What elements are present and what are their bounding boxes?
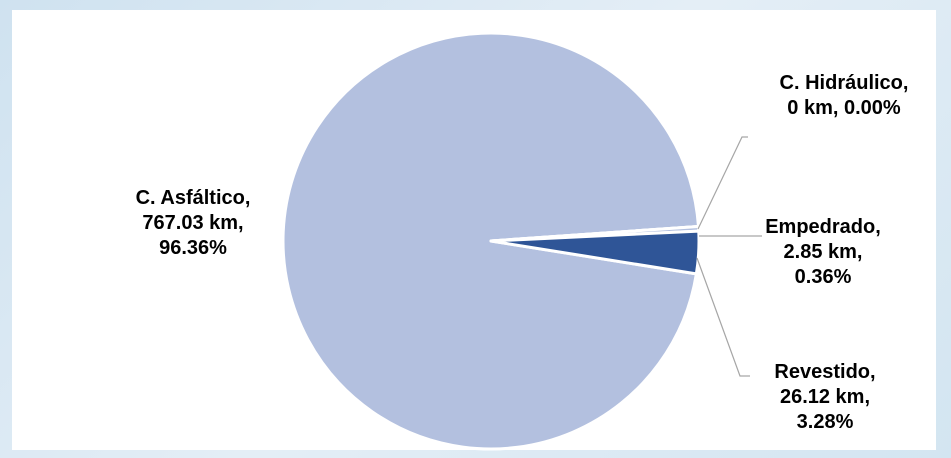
leader-line-revestido (696, 257, 750, 377)
data-label-hidraulico: C. Hidráulico, 0 km, 0.00% (779, 72, 909, 119)
data-label-revestido: Revestido, 26.12 km, 3.28% (774, 361, 876, 433)
leader-line-hidraulico (697, 136, 748, 230)
data-label-empedrado: Empedrado, 2.85 km, 0.36% (765, 216, 881, 288)
slice-revestido (489, 229, 701, 276)
data-label-asfaltico: C. Asfáltico, 767.03 km, 96.36% (135, 187, 251, 259)
